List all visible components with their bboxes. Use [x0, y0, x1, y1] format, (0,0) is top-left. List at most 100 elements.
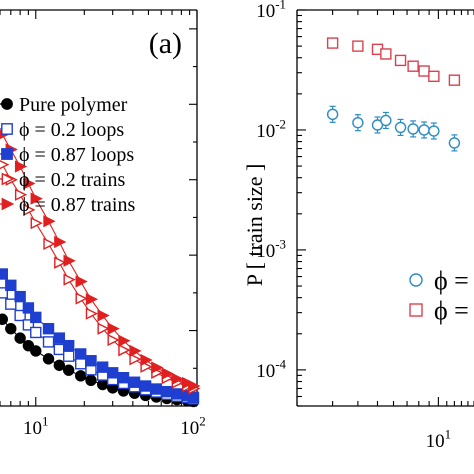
- panel-b-point: [407, 60, 419, 72]
- panel-b-ytick-label: 10-3: [256, 236, 286, 262]
- panel-b-ylabel: P [ train size ]: [242, 164, 267, 287]
- panel-a-point: [5, 322, 17, 335]
- panel-b-point: [326, 108, 339, 121]
- panel-a-point: [139, 380, 152, 392]
- panel-a-point: [129, 353, 142, 366]
- panel-a-point: [30, 192, 43, 205]
- panel-a-point: [30, 311, 42, 324]
- panel-b-legend-label: ϕ =: [434, 296, 469, 325]
- panel-a-point: [96, 361, 109, 373]
- panel-a-point: [53, 359, 66, 371]
- legend-label: Pure polymer: [19, 94, 128, 116]
- panel-a-series: [0, 268, 200, 404]
- panel-a-point: [0, 287, 8, 299]
- panel-b-point: [394, 121, 407, 134]
- panel-b-ytick-label: 10-4: [256, 356, 286, 382]
- panel-a-point: [22, 302, 35, 314]
- panel-a-point: [63, 273, 76, 286]
- legend-label: ϕ = 0.2 loops: [19, 119, 124, 141]
- panel-a-point: [187, 391, 200, 404]
- panel-a-point: [118, 344, 131, 357]
- panel-a-point: [97, 322, 110, 335]
- panel-a-point: [14, 332, 26, 344]
- panel-a-point: [161, 385, 173, 398]
- panel-a-point: [182, 376, 195, 390]
- panel-a-point: [106, 367, 119, 379]
- panel-a-point: [62, 339, 75, 352]
- panel-b-point: [418, 124, 430, 136]
- panel-a-point: [0, 159, 10, 170]
- panel-a-point: [140, 353, 153, 367]
- panel-b-xtick-label: 101: [426, 426, 451, 452]
- panel-a-point: [5, 298, 17, 310]
- legend-label: ϕ = 0.2 trains: [19, 169, 125, 191]
- panel-b-point: [448, 137, 461, 149]
- panel-a-xtick-label: 101: [23, 413, 48, 439]
- panel-b-point: [352, 40, 364, 52]
- panel-a-point: [171, 388, 183, 400]
- panel-a-point: [0, 313, 8, 325]
- panel-a-point: [43, 215, 56, 228]
- panel-b-legend: ϕ =ϕ =: [409, 266, 469, 325]
- panel-a-point: [75, 275, 88, 288]
- panel-b-legend-label: ϕ =: [434, 266, 469, 295]
- panel-a-point: [42, 336, 55, 348]
- panel-b-point: [448, 74, 461, 86]
- panel-a-legend: Pure polymer ϕ = 0.2 loops ϕ = 0.87 loops ϕ…: [0, 94, 135, 216]
- panel-b-point: [428, 125, 440, 137]
- panel-a-point: [188, 379, 201, 393]
- panel-a-point: [171, 372, 184, 385]
- panel-a-point: [53, 343, 66, 356]
- panel-a-point: [97, 309, 110, 322]
- panel-b-series: [326, 105, 461, 152]
- panel-b-point: [407, 123, 419, 135]
- panel-a-point: [85, 307, 99, 320]
- panel-a-point: [43, 237, 56, 250]
- legend-label: ϕ = 0.87 loops: [19, 144, 134, 166]
- panel-a-point: [14, 290, 26, 303]
- panel-b-point: [418, 65, 430, 77]
- panel-a-point: [54, 235, 67, 249]
- panel-a-point: [30, 216, 43, 230]
- legend-marker: [1, 197, 15, 211]
- panel-a-point: [14, 188, 28, 201]
- panel-a-point: [75, 348, 87, 360]
- panel-a-point: [63, 254, 76, 267]
- panel-a-point: [30, 326, 42, 339]
- panel-a-point: [75, 370, 87, 382]
- panel-a-series: [0, 129, 201, 393]
- panel-a-point: [5, 279, 17, 292]
- legend-marker: [1, 98, 13, 110]
- panel-b-legend-marker: [409, 273, 423, 287]
- panel-a-point: [14, 160, 28, 173]
- panel-a-point: [62, 350, 75, 362]
- legend-marker: [1, 123, 13, 135]
- panel-a-point: [42, 322, 55, 335]
- panel-b: 10-1 10-2 10-3 10-4 101 P [ train size ] ϕ =ϕ …: [242, 0, 474, 452]
- panel-a-point: [75, 358, 87, 370]
- panel-a-point: [53, 332, 66, 344]
- panel-a-point: [62, 364, 75, 376]
- legend-marker: [1, 172, 15, 186]
- panel-a-point: [75, 292, 88, 305]
- panel-a-point: [85, 374, 97, 387]
- panel-a-point: [150, 383, 163, 395]
- panel-a-point: [96, 378, 109, 391]
- panel-b-series: [326, 37, 461, 86]
- panel-a-point: [151, 361, 164, 374]
- panel-a-point: [23, 177, 36, 190]
- panel-a-point: [0, 268, 8, 280]
- panel-a-point: [30, 345, 42, 357]
- legend-label: ϕ = 0.87 trains: [19, 194, 135, 216]
- panel-a-point: [22, 319, 35, 331]
- panel-b-point: [394, 54, 407, 67]
- panel-b-ytick-label: 10-2: [256, 116, 286, 142]
- panel-a-xtick-label: 102: [180, 413, 205, 439]
- panel-a-point: [54, 256, 67, 269]
- panel-b-legend-marker: [409, 303, 423, 317]
- panel-a-point: [14, 309, 26, 322]
- panel-a-point: [85, 355, 97, 367]
- panel-b-ytick-label: 10-1: [256, 0, 286, 22]
- panel-a-label: (a): [149, 27, 182, 60]
- legend-marker: [1, 148, 13, 160]
